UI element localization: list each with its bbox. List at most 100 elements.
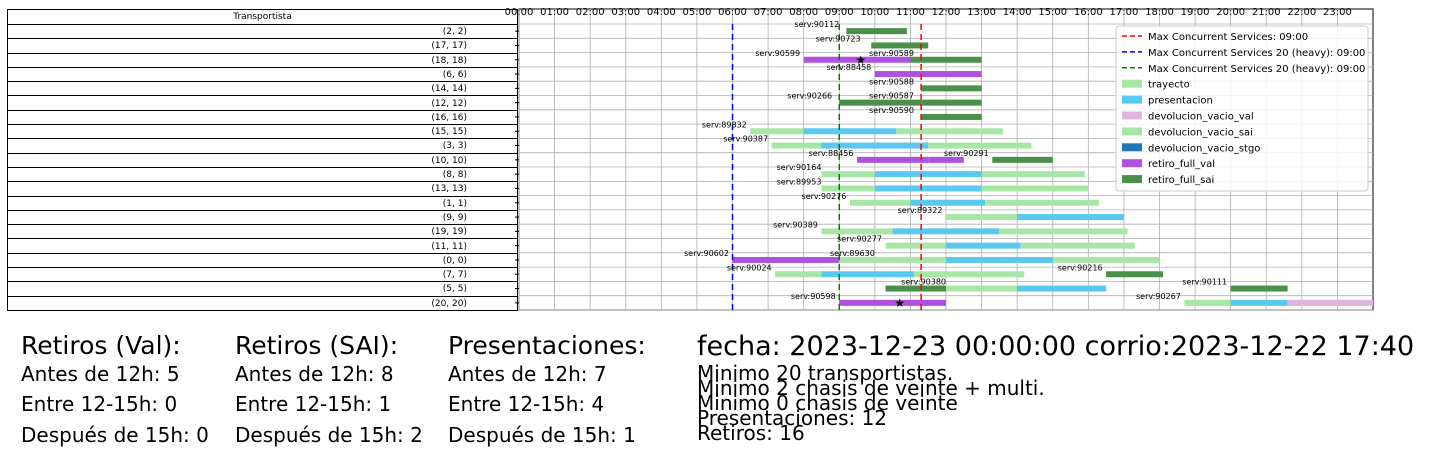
x-tick-label: 14:00 — [1003, 7, 1032, 18]
table-header-label: Transportista — [233, 12, 292, 22]
bar-presentacion — [1230, 299, 1288, 306]
bar-presentacion — [946, 256, 1053, 263]
x-tick-label: 01:00 — [540, 7, 569, 18]
bar-trayecto — [928, 142, 1032, 149]
legend-label: presentacion — [1148, 96, 1213, 107]
retiros-val-line: Entre 12-15h: 0 — [21, 392, 178, 416]
row-label: (18, 18) — [431, 55, 467, 66]
row-label: (17, 17) — [431, 41, 467, 52]
bar-trayecto — [985, 199, 1100, 206]
info-line: Retiros: 16 — [697, 421, 805, 445]
bar-retiro_full_sai — [992, 156, 1053, 163]
info-line: Minimo 2 chasis de veinte + multi. — [697, 376, 1045, 400]
presentaciones-line: Entre 12-15h: 4 — [448, 392, 605, 416]
table-row: (17, 17) — [8, 39, 517, 54]
info-line: Minimo 20 transportistas. — [697, 361, 954, 385]
bar-presentacion — [910, 199, 986, 206]
bar-trayecto — [821, 228, 893, 235]
row-label: (6, 6) — [442, 69, 467, 80]
bar-retiro_full_sai — [846, 28, 907, 35]
table-row: (20, 20) — [8, 297, 517, 311]
service-label: serv:89630 — [830, 249, 875, 258]
legend-swatch — [1122, 111, 1142, 120]
bar-presentacion — [1017, 285, 1107, 292]
bar-devolucion_vacio_val — [1287, 299, 1373, 306]
table-row: (5, 5) — [8, 282, 517, 297]
presentaciones-title: Presentaciones: — [448, 331, 646, 360]
x-tick-label: 20:00 — [1216, 7, 1245, 18]
row-label: (9, 9) — [442, 212, 467, 223]
x-tick-label: 21:00 — [1252, 7, 1281, 18]
retiros-sai-line: Entre 12-15h: 1 — [235, 392, 392, 416]
info-line: Presentaciones: 12 — [697, 406, 888, 430]
star-marker: ★ — [855, 53, 866, 67]
bar-retiro_full_val — [839, 299, 946, 306]
retiros-sai-line: Después de 15h: 2 — [235, 423, 423, 447]
table-row: (2, 2) — [8, 25, 517, 40]
x-tick-label: 06:00 — [718, 7, 747, 18]
legend-label: devolucion_vacio_sai — [1148, 127, 1253, 138]
info-line: Minimo 0 chasis de veinte — [697, 391, 958, 415]
legend-swatch — [1122, 79, 1142, 88]
service-label: serv:90590 — [869, 106, 914, 115]
service-label: serv:88456 — [809, 149, 854, 158]
service-label: serv:90587 — [869, 92, 914, 101]
bar-trayecto — [771, 142, 822, 149]
bar-retiro_full_sai — [921, 113, 982, 120]
bar-trayecto — [821, 171, 875, 178]
bar-trayecto — [1052, 256, 1160, 263]
legend-swatch — [1122, 143, 1142, 152]
bar-presentacion — [1017, 214, 1124, 221]
x-tick-label: 13:00 — [967, 7, 996, 18]
bar-presentacion — [892, 228, 1000, 235]
bar-retiro_full_sai — [921, 85, 982, 92]
bar-presentacion — [946, 242, 1021, 249]
row-label: (3, 3) — [442, 141, 467, 152]
row-label: (1, 1) — [442, 198, 467, 209]
row-label: (8, 8) — [442, 170, 467, 180]
bar-retiro_full_sai — [1106, 271, 1164, 278]
service-label: serv:90380 — [901, 278, 946, 287]
bar-trayecto — [946, 214, 1018, 221]
row-label: (20, 20) — [431, 298, 467, 309]
retiros-val-line: Antes de 12h: 5 — [21, 362, 180, 386]
row-label: (7, 7) — [442, 270, 467, 281]
table-row: (3, 3) — [8, 139, 517, 154]
table-row: (16, 16) — [8, 111, 517, 126]
service-label: serv:90588 — [869, 77, 914, 86]
legend-swatch — [1122, 95, 1142, 104]
table-row: (14, 14) — [8, 82, 517, 97]
service-label: serv:89953 — [777, 177, 822, 186]
bar-retiro_full_val — [928, 156, 964, 163]
x-tick-label: 07:00 — [754, 7, 783, 18]
x-tick-label: 11:00 — [896, 7, 925, 18]
x-tick-label: 17:00 — [1110, 7, 1139, 18]
x-tick-label: 04:00 — [647, 7, 676, 18]
row-label: (13, 13) — [431, 184, 467, 195]
service-label: serv:90389 — [773, 220, 818, 229]
service-label: serv:90598 — [791, 292, 836, 301]
row-label: (15, 15) — [431, 127, 467, 138]
row-label: (2, 2) — [442, 27, 467, 37]
gantt-chart: 00:00 01:00 02:00 03:00 04:00 05:00 06:00 07:00… — [505, 7, 1374, 311]
fecha-title: fecha: 2023-12-23 00:00:00 corrio:2023-1… — [697, 331, 1415, 362]
bar-retiro_full_sai — [1230, 285, 1288, 292]
bar-retiro_full_sai — [871, 42, 929, 49]
legend-label: trayecto — [1148, 80, 1190, 91]
bar-retiro_full_sai — [910, 56, 982, 63]
service-label: serv:90112 — [794, 20, 839, 29]
service-label: serv:90602 — [684, 249, 729, 258]
bar-trayecto — [1020, 242, 1135, 249]
x-tick-label: 08:00 — [789, 7, 818, 18]
row-label: (11, 11) — [431, 241, 467, 252]
legend-label: Max Concurrent Services 20 (heavy): 09:0… — [1148, 48, 1365, 59]
x-tick-label: 12:00 — [932, 7, 961, 18]
legend-swatch — [1122, 127, 1142, 136]
legend-swatch — [1122, 159, 1142, 168]
x-tick-label: 00:00 — [505, 7, 534, 18]
service-label: serv:90164 — [777, 163, 822, 172]
retiros-sai-title: Retiros (SAI): — [235, 331, 399, 360]
bar-trayecto — [839, 256, 946, 263]
x-tick-label: 16:00 — [1074, 7, 1103, 18]
x-tick-label: 22:00 — [1287, 7, 1316, 18]
